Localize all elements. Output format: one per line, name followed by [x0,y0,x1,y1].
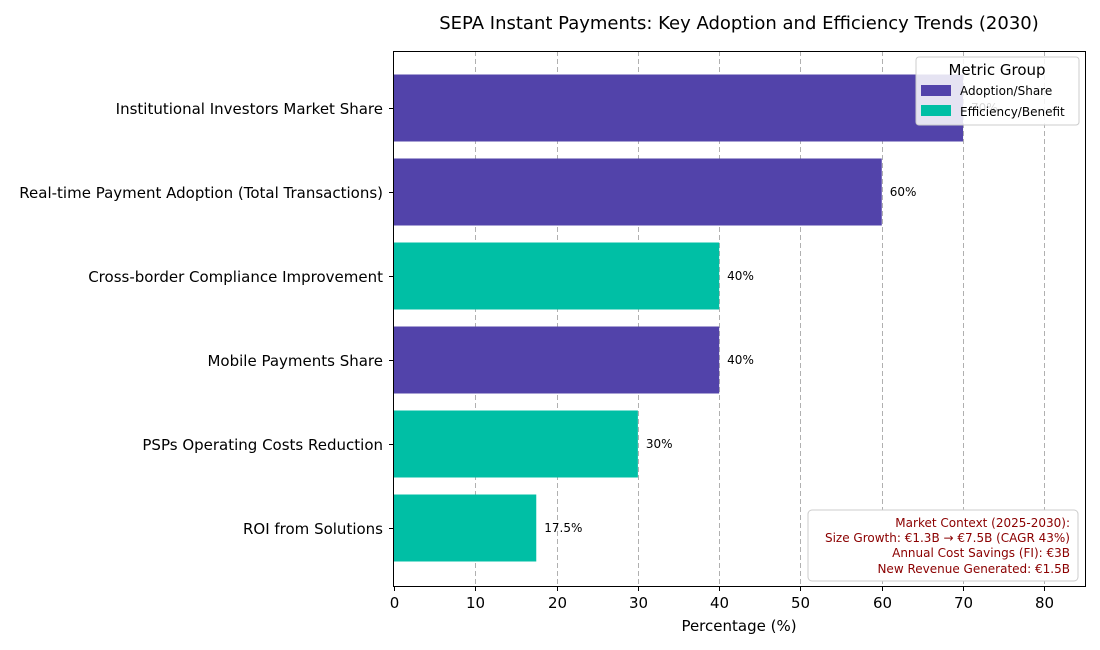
legend-title: Metric Group [948,61,1045,79]
category-label-cross-border-compliance-improvement: Cross-border Compliance Improvement [88,268,383,286]
bars-group [394,74,964,562]
category-label-mobile-payments-share: Mobile Payments Share [207,352,383,370]
data-label-psps-operating-costs-reduction: 30% [646,437,673,451]
category-labels-group: Institutional Investors Market Share Real… [19,100,394,538]
data-label-mobile-payments-share: 40% [727,353,754,367]
x-tick-label-20: 20 [548,594,567,612]
x-tick-label-50: 50 [791,594,810,612]
bar-cross-border-compliance-improvement [394,242,720,310]
category-label-psps-operating-costs-reduction: PSPs Operating Costs Reduction [142,436,383,454]
x-tick-label-70: 70 [954,594,973,612]
bar-psps-operating-costs-reduction [394,410,638,478]
legend-swatch-efficiency [921,105,951,116]
category-label-roi-from-solutions: ROI from Solutions [243,520,383,538]
annotation-line-new-revenue: New Revenue Generated: €1.5B [877,562,1070,576]
x-ticks-group: 0 10 20 30 40 50 60 70 80 [390,586,1054,612]
x-axis-label: Percentage (%) [681,617,796,635]
bar-roi-from-solutions [394,494,537,562]
legend-box [915,56,1080,126]
x-tick-label-80: 80 [1035,594,1054,612]
data-label-real-time-payment-adoption-total-transactions: 60% [890,185,917,199]
category-label-institutional-investors-market-share: Institutional Investors Market Share [116,100,383,118]
data-label-roi-from-solutions: 17.5% [544,521,582,535]
bar-real-time-payment-adoption-total-transactions [394,158,882,226]
bar-mobile-payments-share [394,326,720,394]
plot-frame [393,51,1086,587]
x-tick-label-30: 30 [629,594,648,612]
annotation-line-size-growth: Size Growth: €1.3B → €7.5B (CAGR 43%) [825,531,1070,545]
market-context-annotation: Market Context (2025-2030): Size Growth:… [807,509,1079,582]
legend: Metric Group Adoption/Share Efficiency/B… [915,56,1080,126]
annotation-line-cost-savings: Annual Cost Savings (FI): €3B [892,546,1070,560]
category-label-real-time-payment-adoption-total-transactions: Real-time Payment Adoption (Total Transa… [19,184,383,202]
annotation-line-header: Market Context (2025-2030): [895,516,1070,530]
data-label-cross-border-compliance-improvement: 40% [727,269,754,283]
x-tick-label-60: 60 [873,594,892,612]
legend-label-efficiency: Efficiency/Benefit [960,105,1065,119]
annotation-box [807,509,1079,582]
x-tick-label-10: 10 [466,594,485,612]
x-tick-label-0: 0 [390,594,400,612]
bar-institutional-investors-market-share [394,74,964,142]
chart-title: SEPA Instant Payments: Key Adoption and … [439,13,1039,34]
legend-swatch-adoption [921,85,951,96]
legend-label-adoption: Adoption/Share [960,84,1052,98]
x-tick-label-40: 40 [710,594,729,612]
